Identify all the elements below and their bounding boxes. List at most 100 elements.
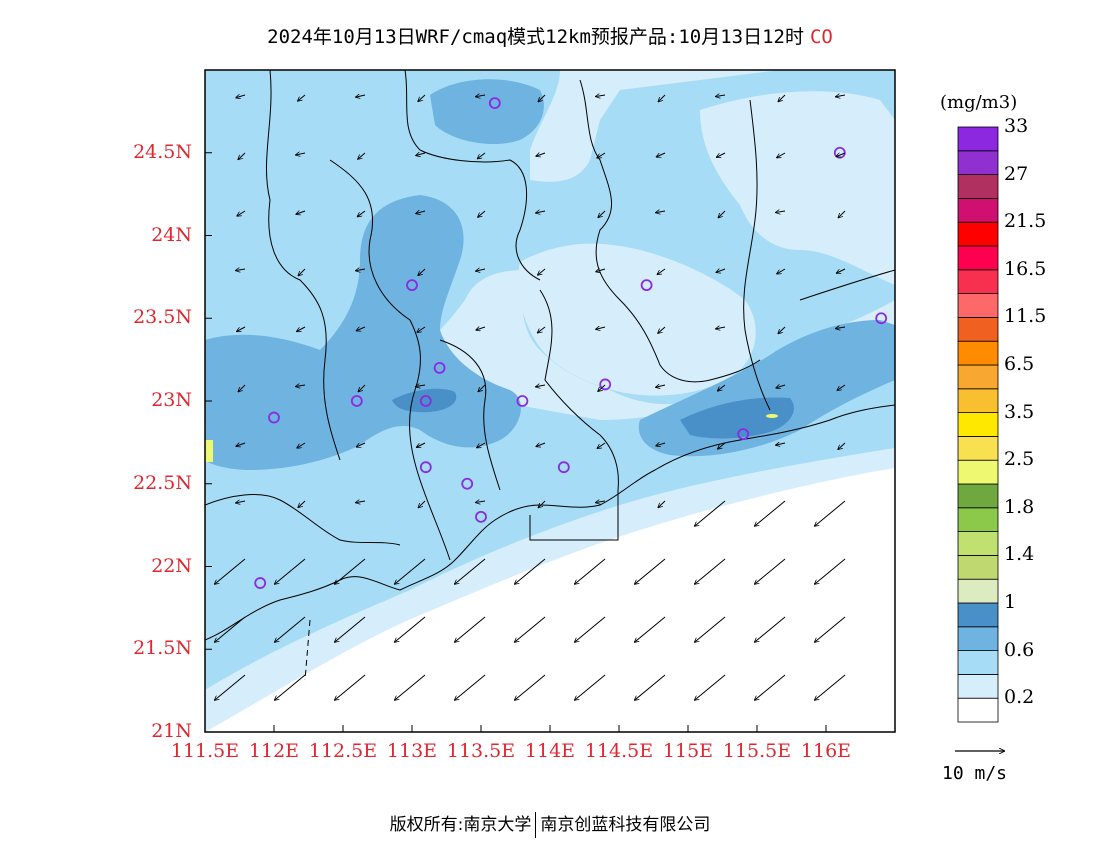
wind-vector xyxy=(274,616,306,642)
lat-label: 23N xyxy=(151,389,192,411)
colorbar-swatch xyxy=(957,340,999,366)
station-marker xyxy=(254,577,267,589)
wind-vector xyxy=(476,327,486,330)
station-marker xyxy=(488,97,501,109)
wind-vector xyxy=(694,616,726,642)
wind-vector xyxy=(715,327,726,329)
lon-label: 112.5E xyxy=(308,740,378,762)
wind-vector xyxy=(754,674,786,700)
page-title: 2024年10月13日WRF/cmaq模式12km预报产品:10月13日12时 C… xyxy=(0,22,1100,49)
station-marker xyxy=(599,378,612,391)
wind-vector xyxy=(295,153,306,155)
wind-vector xyxy=(214,558,246,584)
wind-vectors xyxy=(214,94,846,700)
wind-vector xyxy=(478,384,486,392)
wind-vector xyxy=(535,385,546,387)
wind-vector xyxy=(718,210,726,218)
wind-vector xyxy=(334,616,366,642)
wind-vector xyxy=(514,674,546,700)
wind-vector xyxy=(717,384,726,391)
wind-vector xyxy=(536,153,546,156)
title-main: 2024年10月13日WRF/cmaq模式12km预报产品:10月13日12时 xyxy=(267,26,804,48)
wind-vector xyxy=(838,210,846,218)
wind-vector xyxy=(514,616,546,642)
wind-vector xyxy=(454,558,486,584)
wind-vector xyxy=(537,326,546,333)
colorbar-label: 1 xyxy=(1004,591,1017,613)
lon-label: 111.5E xyxy=(170,740,240,762)
field-level-high-center xyxy=(392,388,457,413)
lon-label: 115.5E xyxy=(722,740,792,762)
wind-vector xyxy=(298,500,306,508)
wind-vector xyxy=(658,500,666,508)
wind-vector xyxy=(537,268,546,275)
colorbar-swatch xyxy=(957,674,999,699)
wind-vector xyxy=(235,269,246,271)
wind-vector xyxy=(417,326,426,332)
wind-vector xyxy=(716,152,726,158)
wind-vector xyxy=(355,95,366,97)
field-level-mid-north xyxy=(430,79,544,145)
wind-vector xyxy=(356,442,366,447)
colorbar-swatch xyxy=(957,602,999,628)
wind-vector xyxy=(415,385,426,387)
wind-vector xyxy=(595,95,606,97)
lon-label: 116E xyxy=(800,740,852,762)
wind-vector xyxy=(598,384,606,392)
colorbar-swatch xyxy=(957,197,999,223)
wind-vector xyxy=(775,385,786,388)
wind-vector xyxy=(477,152,486,159)
wind-vector xyxy=(355,501,366,503)
wind-vector xyxy=(658,94,666,102)
station-marker xyxy=(419,461,432,474)
colorbar-swatch xyxy=(957,650,999,675)
colorbar-units: (mg/m3) xyxy=(940,92,1018,113)
wind-vector xyxy=(694,558,726,584)
lat-label: 21.5N xyxy=(133,637,192,660)
colorbar-label: 16.5 xyxy=(1004,257,1047,280)
station-marker xyxy=(557,461,570,474)
wind-vector xyxy=(716,269,726,273)
copyright-footer: 版权所有:南京大学 南京创蓝科技有限公司 xyxy=(0,810,1100,838)
wind-vector xyxy=(238,152,246,160)
wind-vector xyxy=(454,616,486,642)
lat-label: 22.5N xyxy=(133,471,192,494)
station-marker xyxy=(406,279,418,292)
wind-vector xyxy=(835,327,846,329)
wind-vector xyxy=(715,95,726,97)
wind-vector xyxy=(775,211,786,213)
colorbar-swatch xyxy=(957,483,999,509)
wind-vector xyxy=(415,211,426,214)
field-hotspot-west xyxy=(205,440,213,462)
wind-vector xyxy=(535,211,546,213)
coastline xyxy=(205,404,895,641)
wind-vector xyxy=(394,674,426,700)
colorbar-swatch xyxy=(957,221,999,247)
wind-vector xyxy=(236,443,246,446)
lon-label: 114.5E xyxy=(584,740,654,762)
wind-vector xyxy=(597,442,606,449)
wind-vector xyxy=(775,443,786,445)
wind-vector xyxy=(778,94,786,102)
wind-vector xyxy=(595,327,606,329)
wind-vector xyxy=(214,674,246,700)
wind-vector xyxy=(274,674,306,700)
colorbar-swatch xyxy=(957,412,999,437)
wind-vector xyxy=(754,558,786,584)
wind-vector xyxy=(418,94,426,102)
colorbar-swatch xyxy=(957,507,999,532)
station-marker xyxy=(433,361,446,374)
wind-vector xyxy=(274,558,306,584)
wind-vector xyxy=(298,268,306,276)
wind-vector xyxy=(475,269,486,271)
wind-vector xyxy=(655,443,666,446)
wind-vector xyxy=(836,268,846,274)
lon-label: 113.5E xyxy=(446,740,516,762)
field-hotspot-east xyxy=(766,414,778,418)
copyright-owner: 版权所有:南京大学 xyxy=(389,815,532,835)
wind-vector xyxy=(835,95,846,97)
wind-vector xyxy=(538,94,546,102)
station-marker xyxy=(516,395,529,407)
wind-vector xyxy=(634,558,666,584)
